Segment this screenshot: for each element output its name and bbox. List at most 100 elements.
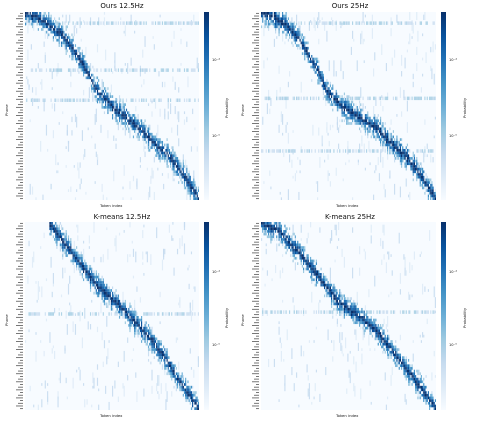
heatmap-cell [356,114,358,117]
heatmap-cell [78,267,80,271]
heatmap-cell [188,283,190,290]
heatmap-cell [89,281,92,284]
heatmap-cell [143,326,145,330]
heatmap-cell [369,124,371,128]
heatmap-cell [287,96,289,101]
heatmap-cell [376,132,378,136]
heatmap-cell [341,114,343,117]
heatmap-cell [355,313,357,316]
heatmap-cell [83,60,85,64]
heatmap-cell [114,111,116,115]
heatmap-cell [149,127,151,131]
heatmap-cell [40,140,42,152]
heatmap-cell [127,316,129,319]
heatmap-cell [131,240,133,244]
heatmap-cell [370,119,372,123]
heatmap-cell [419,21,421,25]
heatmap-cell [60,25,63,29]
heatmap-cell [355,111,357,115]
heatmap-cell [151,385,153,394]
heatmap-cell [93,256,95,263]
heatmap-cell [371,132,373,136]
heatmap-cell [307,52,309,55]
heatmap-cell [405,21,407,25]
heatmap-cell [147,132,150,136]
heatmap-cell [375,119,377,123]
heatmap-cell [380,334,382,338]
heatmap-cell [285,246,287,249]
heatmap-cell [151,140,153,144]
heatmap-cell [425,178,427,182]
heatmap-cell [430,65,432,72]
heatmap-cell [286,122,288,125]
heatmap-cell [89,76,92,80]
heatmap-cell [324,21,326,25]
heatmap-cell [381,44,383,55]
heatmap-cell [387,251,389,255]
heatmap-cell [96,44,99,53]
heatmap-cell [283,230,285,233]
heatmap-cell [28,20,30,23]
heatmap-cell [78,65,80,69]
heatmap-cell [395,348,397,351]
heatmap-cell [117,114,119,117]
heatmap-cell [270,310,272,314]
heatmap-cell [38,12,41,15]
heatmap-cell [394,183,396,195]
heatmap-cell [286,96,288,101]
heatmap-cell [132,310,135,314]
heatmap-cell [29,385,31,392]
heatmap-cell [308,340,310,343]
heatmap-cell [35,20,37,23]
heatmap-cell [303,52,305,55]
heatmap-cell [345,302,347,306]
heatmap-cell [334,297,336,300]
heatmap-cell [266,235,268,239]
heatmap-cell [367,316,369,319]
heatmap-cell [110,108,112,112]
heatmap-cell [173,165,175,168]
heatmap-cell [363,321,365,325]
heatmap-cell [192,407,194,410]
heatmap-cell [380,332,382,335]
heatmap-cell [346,388,348,394]
heatmap-cell [339,119,341,123]
heatmap-cell [156,383,158,392]
heatmap-cell [334,97,336,101]
heatmap-cell [284,240,286,244]
heatmap-cell [116,312,118,316]
heatmap-cell [300,259,302,263]
heatmap-cell [320,310,322,314]
heatmap-cell [426,154,428,158]
heatmap-cell [192,191,194,195]
heatmap-cell [426,181,428,184]
heatmap-cell [81,52,83,55]
heatmap-cell [322,21,324,25]
heatmap-cell [369,162,371,166]
heatmap-cell [307,41,309,45]
heatmap-cell [159,21,161,25]
heatmap-cell [420,87,422,93]
heatmap-cell [161,353,164,357]
heatmap-cell [299,159,301,166]
heatmap-cell [391,270,393,276]
heatmap-cell [132,348,135,351]
heatmap-cell [41,22,43,26]
heatmap-cell [164,248,166,255]
heatmap-cell [404,162,406,166]
heatmap-cell [265,22,267,26]
heatmap-cell [381,127,383,131]
heatmap-cell [387,340,389,343]
heatmap-cell [174,312,176,316]
heatmap-cell [161,364,164,370]
heatmap-cell [94,97,96,101]
heatmap-cell [388,345,390,349]
heatmap-cell [280,17,282,21]
heatmap-cell [187,191,189,195]
heatmap-cell [329,21,331,25]
heatmap-cell [106,294,108,298]
heatmap-cell [165,348,167,351]
heatmap-cell [304,41,306,45]
heatmap-plot [261,12,436,200]
heatmap-cell [52,283,54,287]
